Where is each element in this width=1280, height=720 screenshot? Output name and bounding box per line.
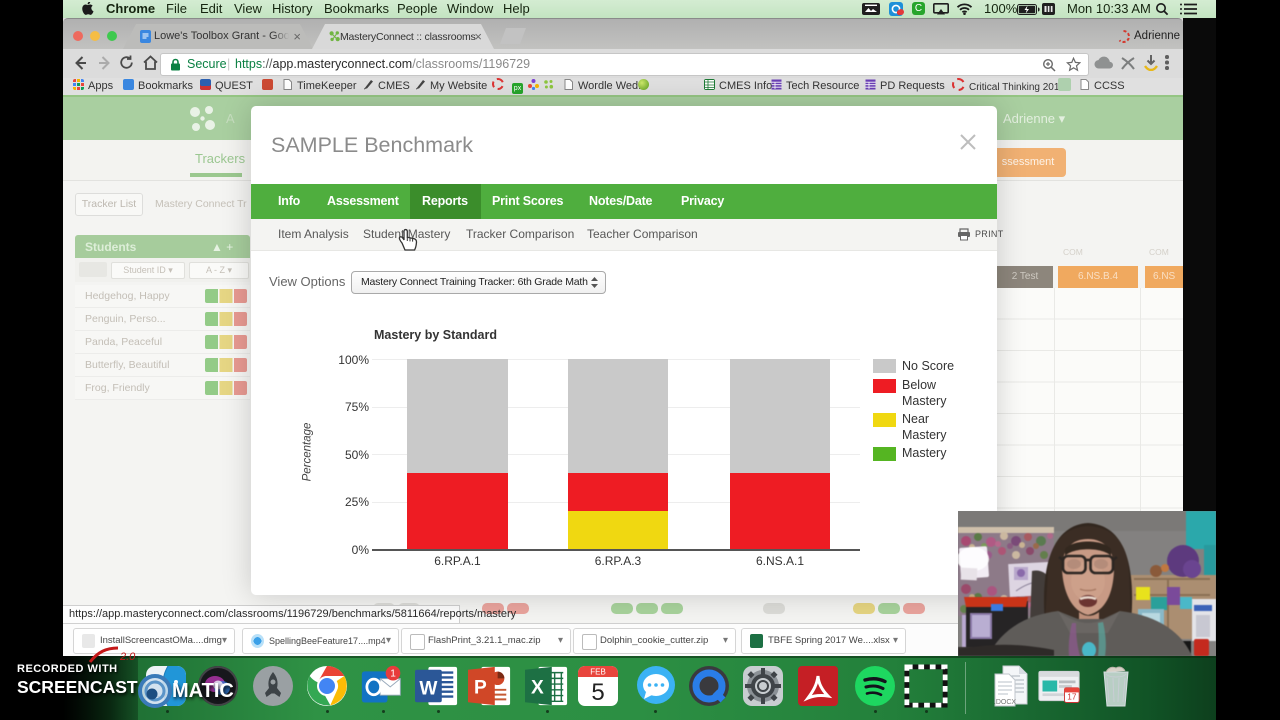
svg-text:.DOCX: .DOCX bbox=[994, 699, 1017, 706]
svg-text:17: 17 bbox=[1067, 693, 1077, 702]
svg-text:5: 5 bbox=[591, 679, 604, 706]
svg-text:X: X bbox=[531, 678, 544, 699]
svg-text:W: W bbox=[419, 679, 438, 700]
svg-text:2.0: 2.0 bbox=[119, 651, 136, 663]
svg-text:P: P bbox=[474, 678, 487, 699]
svg-text:FEB: FEB bbox=[590, 668, 606, 677]
svg-text:1: 1 bbox=[390, 668, 396, 679]
